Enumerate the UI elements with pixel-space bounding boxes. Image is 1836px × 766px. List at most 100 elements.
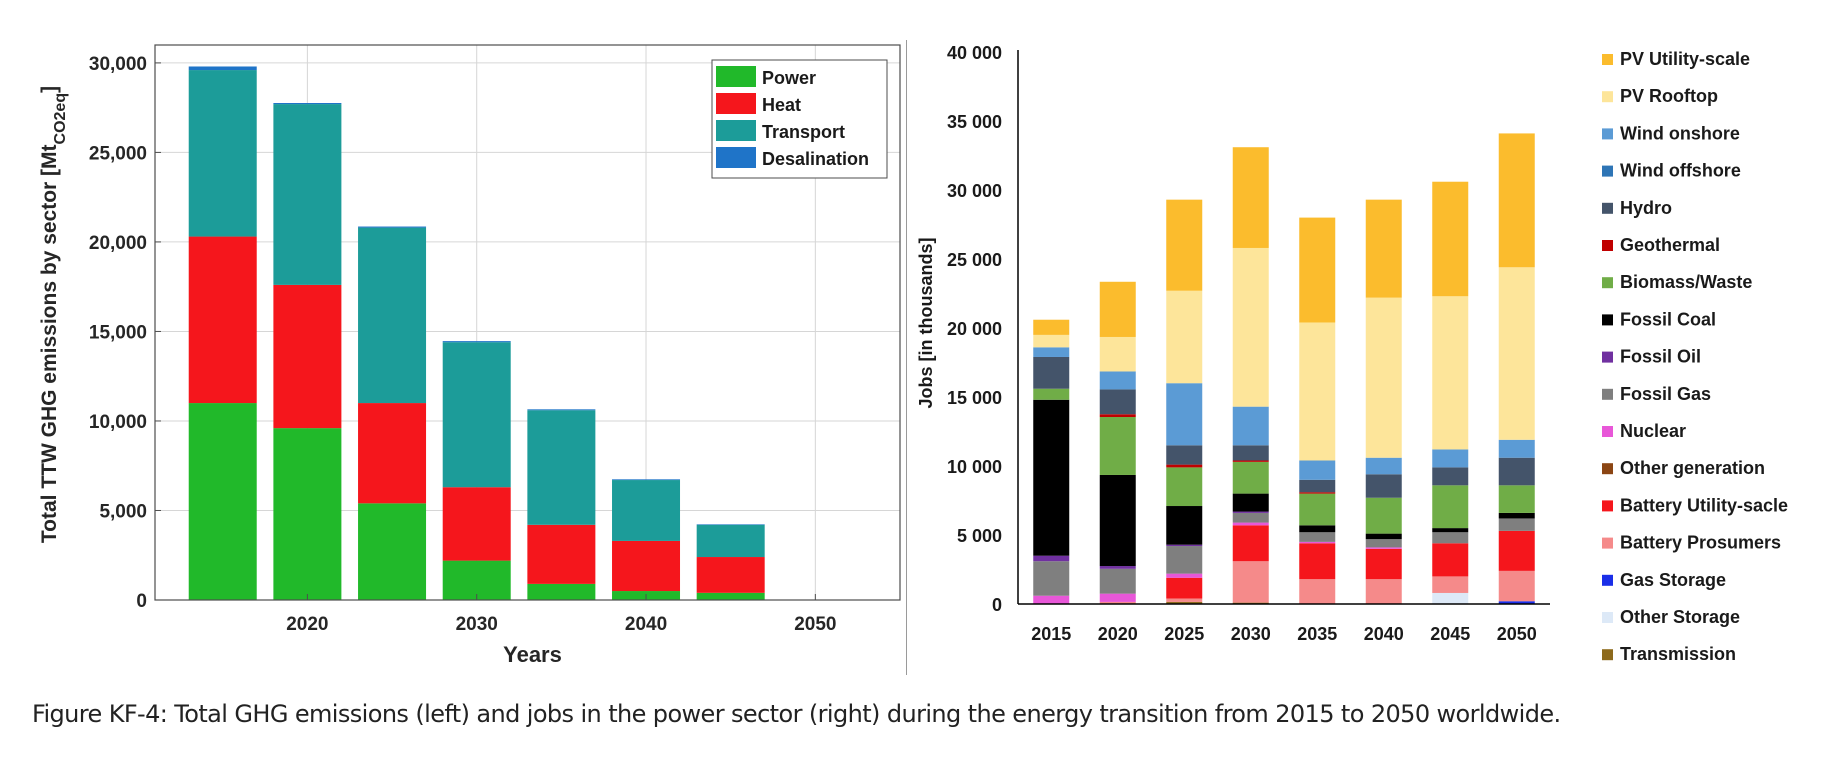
left-bar-segment-heat-2035 [527,524,596,584]
right-legend-swatch-fossil-oil [1602,351,1613,363]
left-bar-segment-power-2025 [358,503,427,600]
right-bar-segment-wind-onshore-2015 [1033,347,1070,357]
right-legend-label-geothermal: Geothermal [1620,235,1720,255]
right-bar-segment-nuclear-2015 [1033,595,1070,604]
right-bar-segment-pv-utility-scale-2020 [1099,281,1136,337]
right-legend-swatch-gas-storage [1602,574,1613,586]
right-bar-segment-transmission-2025 [1166,601,1203,604]
left-bar-segment-desalination-2045 [696,524,765,525]
right-ytick-label: 15 000 [947,388,1002,408]
right-bar-segment-hydro-2020 [1099,389,1136,415]
right-legend-label-fossil-gas: Fossil Gas [1620,384,1711,404]
right-bar-segment-fossil-gas-2050 [1498,518,1535,531]
left-legend: Power Heat Transport Desalination [711,59,888,179]
right-bar-segment-hydro-2040 [1365,474,1402,498]
left-y-axis-label: Total TTW GHG emissions by sector [MtCO2… [38,86,69,543]
left-legend-label-transport: Transport [762,122,845,142]
right-bar-segment-nuclear-2020 [1099,593,1136,602]
left-ytick-label: 15,000 [89,322,147,343]
right-bar-segment-wind-onshore-2045 [1432,449,1469,468]
right-bar-segment-pv-utility-scale-2045 [1432,181,1469,297]
right-bar-segment-geothermal-2035 [1299,492,1336,494]
right-bar-segment-fossil-coal-2025 [1166,506,1203,545]
right-bar-segment-biomass-waste-2030 [1232,461,1269,494]
right-legend-label-fossil-oil: Fossil Oil [1620,347,1701,367]
right-legend-swatch-wind-onshore [1602,128,1613,140]
right-bar-segment-battery-prosumers-2020 [1099,601,1136,604]
right-bar-segment-biomass-waste-2025 [1166,467,1203,507]
right-legend-label-biomass-waste: Biomass/Waste [1620,272,1752,292]
left-x-axis-label: Years [503,642,562,667]
right-bar-segment-hydro-2030 [1232,445,1269,461]
right-bar-segment-battery-prosumers-2050 [1498,570,1535,602]
left-bar-segment-desalination-2035 [527,409,596,411]
right-legend-label-battery-prosumers: Battery Prosumers [1620,533,1781,553]
right-bar-segment-fossil-coal-2045 [1432,528,1469,533]
right-bar-segment-battery-prosumers-2040 [1365,579,1402,604]
right-legend-label-gas-storage: Gas Storage [1620,570,1726,590]
right-legend-swatch-transmission [1602,649,1613,661]
right-bar-segment-fossil-coal-2050 [1498,512,1535,519]
right-bar-segment-battery-prosumers-2035 [1299,579,1336,604]
left-legend-swatch-transport [716,120,756,141]
right-ytick-label: 30 000 [947,181,1002,201]
left-xtick-label: 2050 [794,614,836,635]
right-legend-swatch-pv-rooftop [1602,91,1613,103]
right-ytick-label: 25 000 [947,250,1002,270]
left-bar-segment-heat-2025 [358,403,427,504]
right-bar-segment-wind-onshore-2040 [1365,457,1402,475]
right-bar-segment-hydro-2035 [1299,479,1336,493]
right-legend-label-wind-onshore: Wind onshore [1620,123,1740,143]
right-bar-segment-battery-utility-sacle-2040 [1365,548,1402,580]
right-bar-segment-nuclear-2040 [1365,547,1402,549]
right-bar-segment-fossil-gas-2035 [1299,532,1336,542]
right-bar-segment-wind-onshore-2035 [1299,460,1336,480]
right-bar-segment-fossil-coal-2015 [1033,399,1070,556]
right-bar-segment-battery-utility-sacle-2035 [1299,543,1336,580]
right-bar-segment-nuclear-2035 [1299,541,1336,544]
right-bar-segment-battery-utility-sacle-2045 [1432,543,1469,577]
left-ytick-label: 30,000 [89,54,147,75]
right-bar-segment-pv-utility-scale-2015 [1033,319,1070,335]
right-bar-segment-wind-onshore-2025 [1166,383,1203,446]
left-bar-segment-heat-2040 [612,540,681,592]
right-bar-segment-biomass-waste-2020 [1099,417,1136,475]
right-bar-segment-pv-utility-scale-2035 [1299,217,1336,323]
left-bar-segment-desalination-2040 [612,479,681,481]
left-bar-segment-power-2030 [442,560,511,600]
right-bar-segment-pv-rooftop-2040 [1365,297,1402,458]
right-legend-swatch-other-storage [1602,612,1613,623]
right-xtick-label: 2050 [1497,624,1537,644]
right-bar-segment-pv-utility-scale-2040 [1365,199,1402,298]
left-bar-segment-transport-2045 [696,524,765,558]
right-legend-swatch-hydro [1602,202,1613,214]
right-bar-segment-fossil-coal-2030 [1232,493,1269,512]
right-bar-segment-geothermal-2025 [1166,464,1203,468]
right-legend-label-nuclear: Nuclear [1620,421,1686,441]
right-bar-segment-wind-onshore-2030 [1232,406,1269,446]
right-bar-segment-nuclear-2025 [1166,573,1203,578]
right-bar-segment-battery-utility-sacle-2050 [1498,530,1535,571]
left-ytick-label: 0 [136,591,147,612]
right-ytick-label: 40 000 [947,43,1002,63]
right-legend-label-pv-utility-scale: PV Utility-scale [1620,49,1750,69]
right-bar-segment-gas-storage-2050 [1498,601,1535,604]
right-bar-segment-nuclear-2030 [1232,522,1269,526]
right-bar-segment-pv-rooftop-2020 [1099,336,1136,372]
right-bar-segment-fossil-gas-2015 [1033,561,1070,596]
right-bar-segment-hydro-2045 [1432,467,1469,486]
right-bar-segment-geothermal-2020 [1099,414,1136,418]
right-bar-segment-pv-utility-scale-2050 [1498,133,1535,268]
right-bar-segment-fossil-gas-2030 [1232,512,1269,523]
right-bar-segment-pv-utility-scale-2030 [1232,147,1269,248]
left-bar-segment-heat-2030 [442,487,511,561]
right-legend-label-wind-offshore: Wind offshore [1620,161,1741,181]
right-bar-segment-battery-utility-sacle-2025 [1166,577,1203,599]
right-bar-segment-battery-prosumers-2030 [1232,561,1269,603]
right-bar-segment-wind-onshore-2050 [1498,439,1535,458]
right-legend-label-other-generation: Other generation [1620,458,1765,478]
right-xtick-label: 2025 [1164,624,1204,644]
right-ytick-label: 35 000 [947,112,1002,132]
right-legend-swatch-battery-utility-sacle [1602,500,1613,512]
